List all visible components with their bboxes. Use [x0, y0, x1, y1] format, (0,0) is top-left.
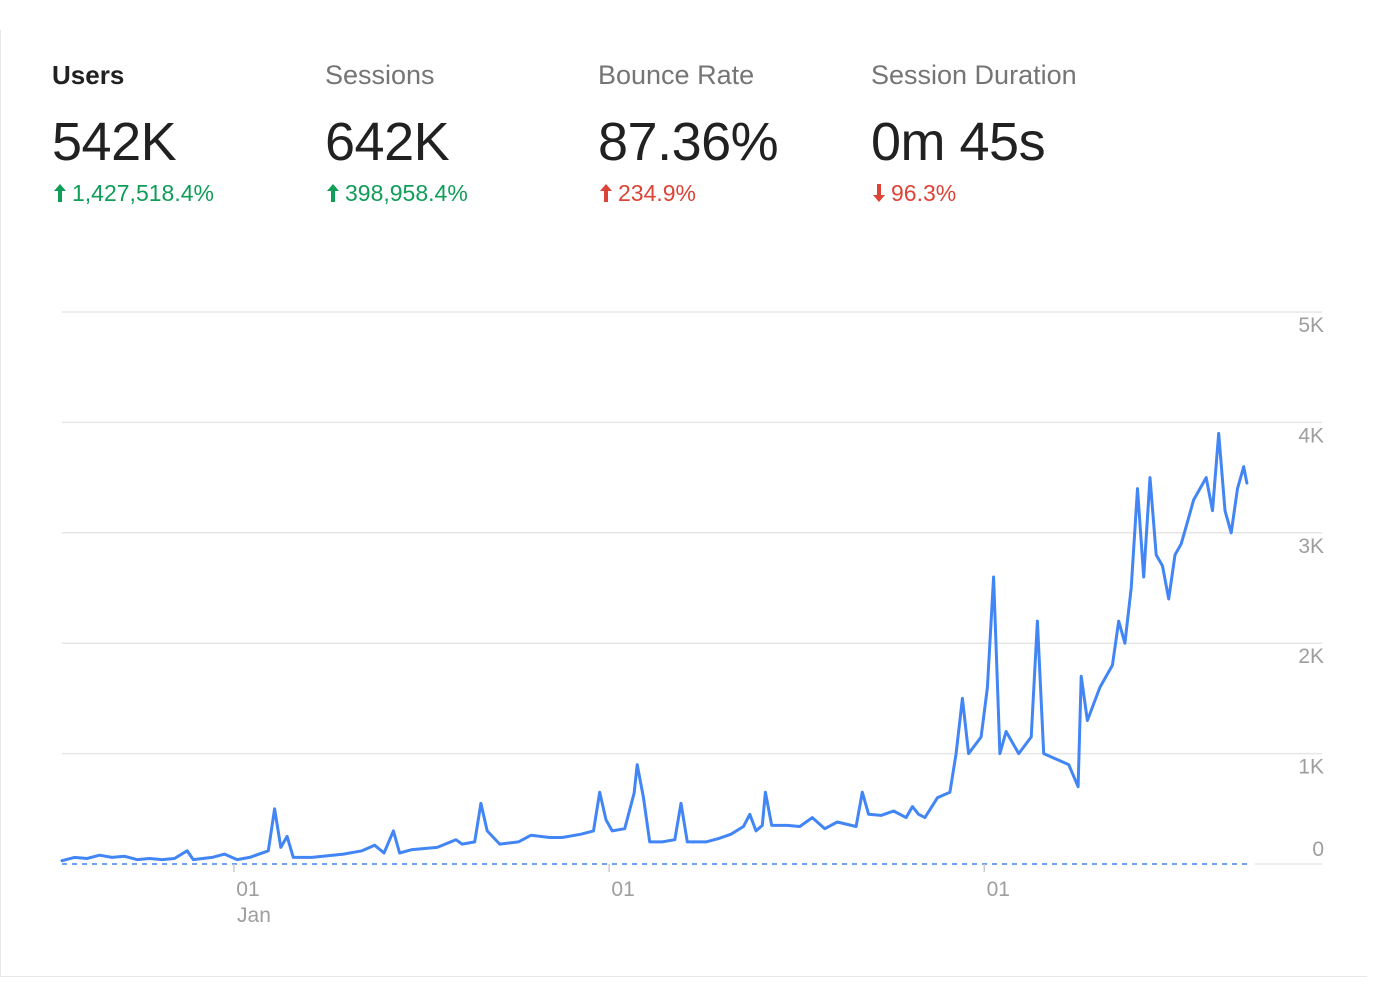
metric-change: 398,958.4% — [325, 180, 598, 206]
metric-label: Bounce Rate — [598, 60, 755, 90]
metric-change-text: 234.9% — [618, 180, 697, 206]
metric-tab-session-duration[interactable]: Session Duration 0m 45s 96.3% — [871, 58, 1144, 206]
metric-change-text: 398,958.4% — [345, 180, 468, 206]
arrow-down-icon — [873, 184, 885, 202]
metric-value: 542K — [52, 112, 177, 172]
metric-tabs: Users 542K 1,427,518.4% Sessions 642K 398,958… — [52, 58, 1144, 206]
metric-label: Users — [52, 60, 125, 90]
x-tick-sublabel: Jan — [237, 904, 271, 927]
x-tick-label: 01 — [987, 878, 1010, 901]
x-tick-label: 01 — [611, 878, 634, 901]
metric-value: 642K — [325, 112, 450, 172]
arrow-up-icon — [600, 184, 612, 202]
arrow-up-icon — [327, 184, 339, 202]
x-tick-label: 01 — [236, 878, 259, 901]
y-tick-label: 2K — [1298, 645, 1324, 668]
metric-change: 1,427,518.4% — [52, 180, 325, 206]
metric-change-text: 1,427,518.4% — [72, 180, 214, 206]
metric-tab-users[interactable]: Users 542K 1,427,518.4% — [52, 58, 325, 206]
y-tick-label: 0 — [1312, 838, 1324, 861]
metric-value: 0m 45s — [871, 112, 1046, 172]
metric-tab-bounce-rate[interactable]: Bounce Rate 87.36% 234.9% — [598, 58, 871, 206]
metric-change: 234.9% — [598, 180, 871, 206]
metric-tab-sessions[interactable]: Sessions 642K 398,958.4% — [325, 58, 598, 206]
metric-label: Sessions — [325, 60, 435, 90]
y-tick-label: 5K — [1298, 314, 1324, 337]
y-tick-label: 3K — [1298, 535, 1324, 558]
series-line — [60, 431, 1249, 863]
arrow-up-icon — [54, 184, 66, 202]
y-tick-label: 4K — [1298, 424, 1324, 447]
y-tick-label: 1K — [1298, 756, 1324, 779]
metric-label: Session Duration — [871, 60, 1077, 90]
metric-change-text: 96.3% — [891, 180, 957, 206]
metric-change: 96.3% — [871, 180, 1144, 206]
metric-value: 87.36% — [598, 112, 779, 172]
